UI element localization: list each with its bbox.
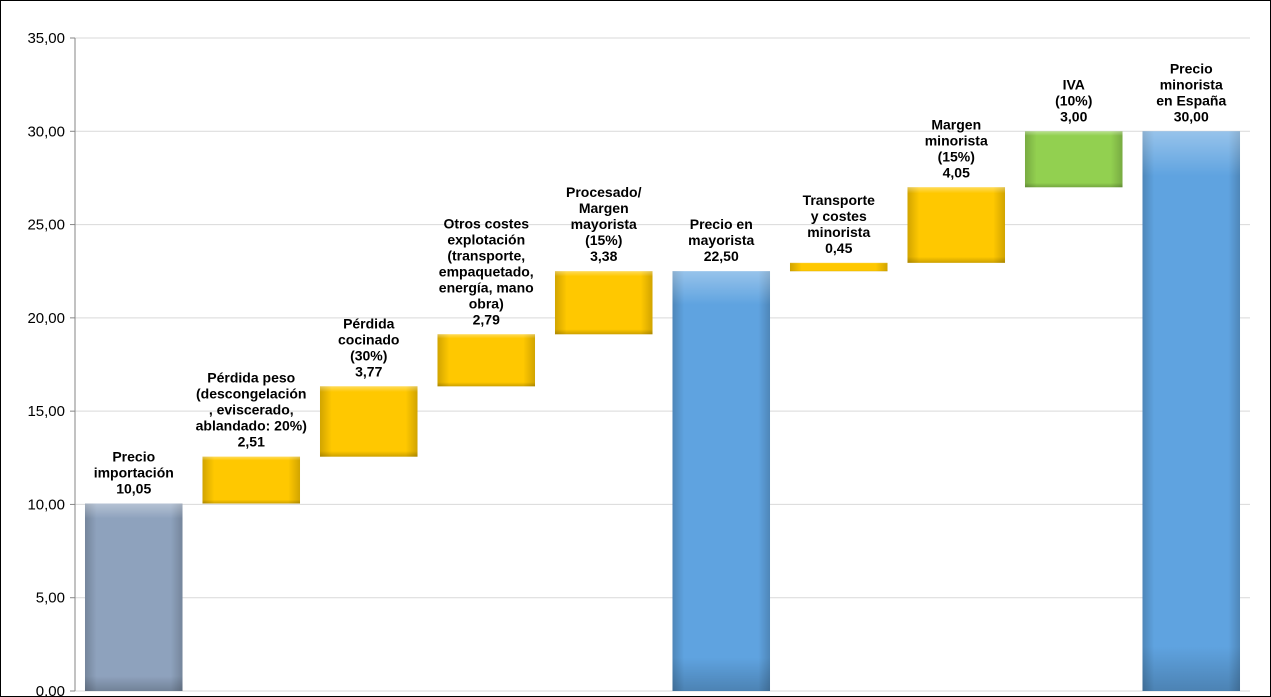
- y-tick-label: 25,00: [27, 217, 65, 234]
- y-tick-label: 35,00: [27, 30, 65, 47]
- bar-shade-v: [84, 503, 183, 691]
- bar-label-line: 3,00: [1060, 108, 1087, 124]
- bar-label-line: Pérdida: [343, 315, 395, 331]
- bar-label-line: Transporte: [803, 192, 876, 208]
- bar-label: Precio minorista en España 30,00: [1156, 60, 1226, 124]
- bar-label-line: Precio: [112, 448, 155, 464]
- gridlines: [75, 37, 1250, 692]
- bar-shade-v: [437, 334, 536, 387]
- bar-label-line: en España: [1156, 92, 1226, 108]
- bar-label-line: (30%): [350, 347, 387, 363]
- bar-increment: [907, 187, 1006, 263]
- bar-label: IVA (10%) 3,00: [1055, 76, 1092, 124]
- bar-label-line: 4,05: [943, 164, 970, 180]
- bar-shade-v: [554, 271, 653, 335]
- bar-total: [672, 271, 771, 691]
- bar-label: Margen minorista (15%) 4,05: [925, 116, 988, 180]
- bar-label-line: (15%): [938, 148, 975, 164]
- bar-import: [84, 503, 183, 691]
- bar-label-line: importación: [94, 464, 174, 480]
- bar-label-line: 3,38: [590, 248, 617, 264]
- bar-label-line: 10,05: [116, 480, 151, 496]
- bar-shade-v: [1024, 131, 1123, 188]
- bar-label-line: ablandado: 20%): [196, 418, 307, 434]
- bar-label-line: cocinado: [338, 331, 399, 347]
- bar-label-line: 30,00: [1174, 108, 1209, 124]
- bar-label-line: mayorista: [571, 216, 637, 232]
- y-tick-label: 10,00: [27, 496, 65, 513]
- y-tick-label: 30,00: [27, 123, 65, 140]
- bar-label-line: obra): [469, 295, 504, 311]
- bar-label-line: Precio en: [690, 216, 753, 232]
- bar-label-line: Precio: [1170, 60, 1213, 76]
- y-tick-label: 20,00: [27, 310, 65, 327]
- bar-label-line: minorista: [925, 132, 988, 148]
- bar-label-line: 2,79: [473, 311, 500, 327]
- bar-shade-v: [319, 386, 418, 457]
- bar-label-line: empaquetado,: [439, 263, 534, 279]
- bar-label-line: minorista: [1160, 76, 1223, 92]
- bar-label-line: explotación: [447, 231, 525, 247]
- bar-label-line: (15%): [585, 232, 622, 248]
- bar-label-line: mayorista: [688, 232, 754, 248]
- bar-label-line: y costes: [811, 208, 867, 224]
- bar-label-line: 3,77: [355, 363, 382, 379]
- bar-label-line: minorista: [807, 224, 870, 240]
- y-tick-label: 5,00: [36, 590, 65, 607]
- bar-shade-v: [907, 187, 1006, 263]
- bar-label-line: IVA: [1063, 76, 1085, 92]
- y-tick-label: 0,00: [36, 683, 65, 697]
- bar-label-line: (transporte,: [447, 247, 525, 263]
- bar-label: Precio en mayorista 22,50: [688, 216, 754, 264]
- bar-increment: [554, 271, 653, 335]
- bar-label-line: (descongelación: [196, 386, 306, 402]
- bar-label: Otros costes explotación (transporte, empaq…: [439, 215, 534, 327]
- y-tick-label: 15,00: [27, 403, 65, 420]
- bar-shade-v: [672, 271, 771, 691]
- bar-increment: [319, 386, 418, 457]
- bar-label: Precio importación 10,05: [94, 448, 174, 496]
- y-axis: 0,00 5,00 10,00 15,00 20,00 25,00 30,00 35,00: [27, 30, 76, 697]
- bar-label-line: 2,51: [238, 434, 265, 450]
- bar-label-line: , eviscerado,: [209, 402, 294, 418]
- bar-label-line: 0,45: [825, 240, 852, 256]
- bar-label-line: energía, mano: [439, 279, 534, 295]
- bar-label: Transporte y costes minorista 0,45: [803, 192, 876, 256]
- bar-increment: [202, 456, 301, 504]
- bar-label-line: (10%): [1055, 92, 1092, 108]
- bar-label-line: Otros costes: [443, 215, 529, 231]
- bars: [84, 131, 1241, 692]
- bar-increment: [789, 262, 888, 272]
- bar-label: Procesado/Margen mayorista (15%) 3,38: [566, 184, 642, 264]
- bar-shade-v: [789, 262, 888, 272]
- bar-tax: [1024, 131, 1123, 188]
- bar-label-line: 22,50: [704, 248, 739, 264]
- bar-total: [1142, 131, 1241, 692]
- bar-shade-v: [1142, 131, 1241, 692]
- bar-label-line: Procesado/: [566, 184, 642, 200]
- bar-increment: [437, 334, 536, 387]
- bar-label-line: Margen: [931, 116, 981, 132]
- bar-label: Pérdida cocinado (30%) 3,77: [338, 315, 399, 379]
- bar-label: Pérdida peso (descongelación, eviscerado,…: [196, 370, 307, 450]
- bar-shade-v: [202, 456, 301, 504]
- bar-label-line: Margen: [579, 200, 629, 216]
- bar-label-line: Pérdida peso: [207, 370, 295, 386]
